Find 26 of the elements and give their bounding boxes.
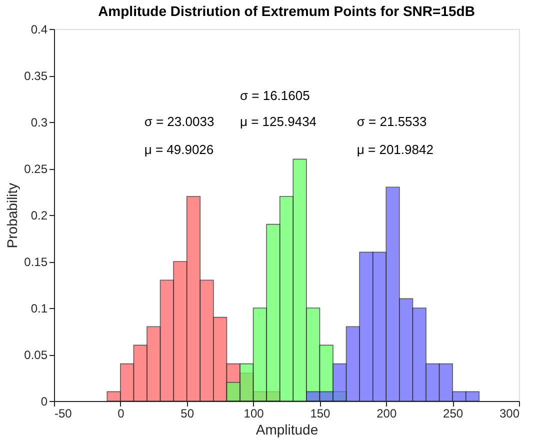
x-tick-label: 0 [118, 406, 125, 420]
annotation: σ = 16.1605 [240, 88, 310, 103]
x-tick-label: 100 [244, 406, 264, 420]
y-tick-label: 0.15 [24, 255, 48, 269]
chart-title: Amplitude Distriution of Extremum Points for SNR=15dB [98, 3, 475, 19]
y-tick-label: 0 [40, 394, 48, 408]
x-tick-label: 150 [310, 406, 331, 420]
y-tick-label: 0.35 [24, 69, 48, 83]
x-tick-label: -50 [54, 406, 72, 420]
x-tick-label: 250 [443, 406, 464, 420]
annotation: σ = 21.5533 [356, 114, 427, 129]
x-axis-title: Amplitude [256, 422, 318, 438]
y-axis-title: Probability [4, 182, 20, 248]
y-tick-label: 0.3 [30, 116, 48, 130]
annotation: μ = 201.9842 [356, 142, 434, 157]
y-tick-label: 0.05 [24, 348, 48, 362]
x-tick-label: 300 [499, 406, 520, 420]
y-tick-label: 0.4 [30, 22, 48, 36]
annotation: σ = 23.0033 [144, 114, 214, 129]
annotation: μ = 49.9026 [144, 142, 214, 157]
y-tick-label: 0.1 [30, 302, 48, 316]
annotation: μ = 125.9434 [240, 114, 317, 129]
y-tick-label: 0.25 [24, 162, 48, 176]
x-tick-label: 200 [376, 406, 397, 420]
y-tick-label: 0.2 [30, 208, 48, 222]
x-tick-label: 50 [180, 406, 194, 420]
